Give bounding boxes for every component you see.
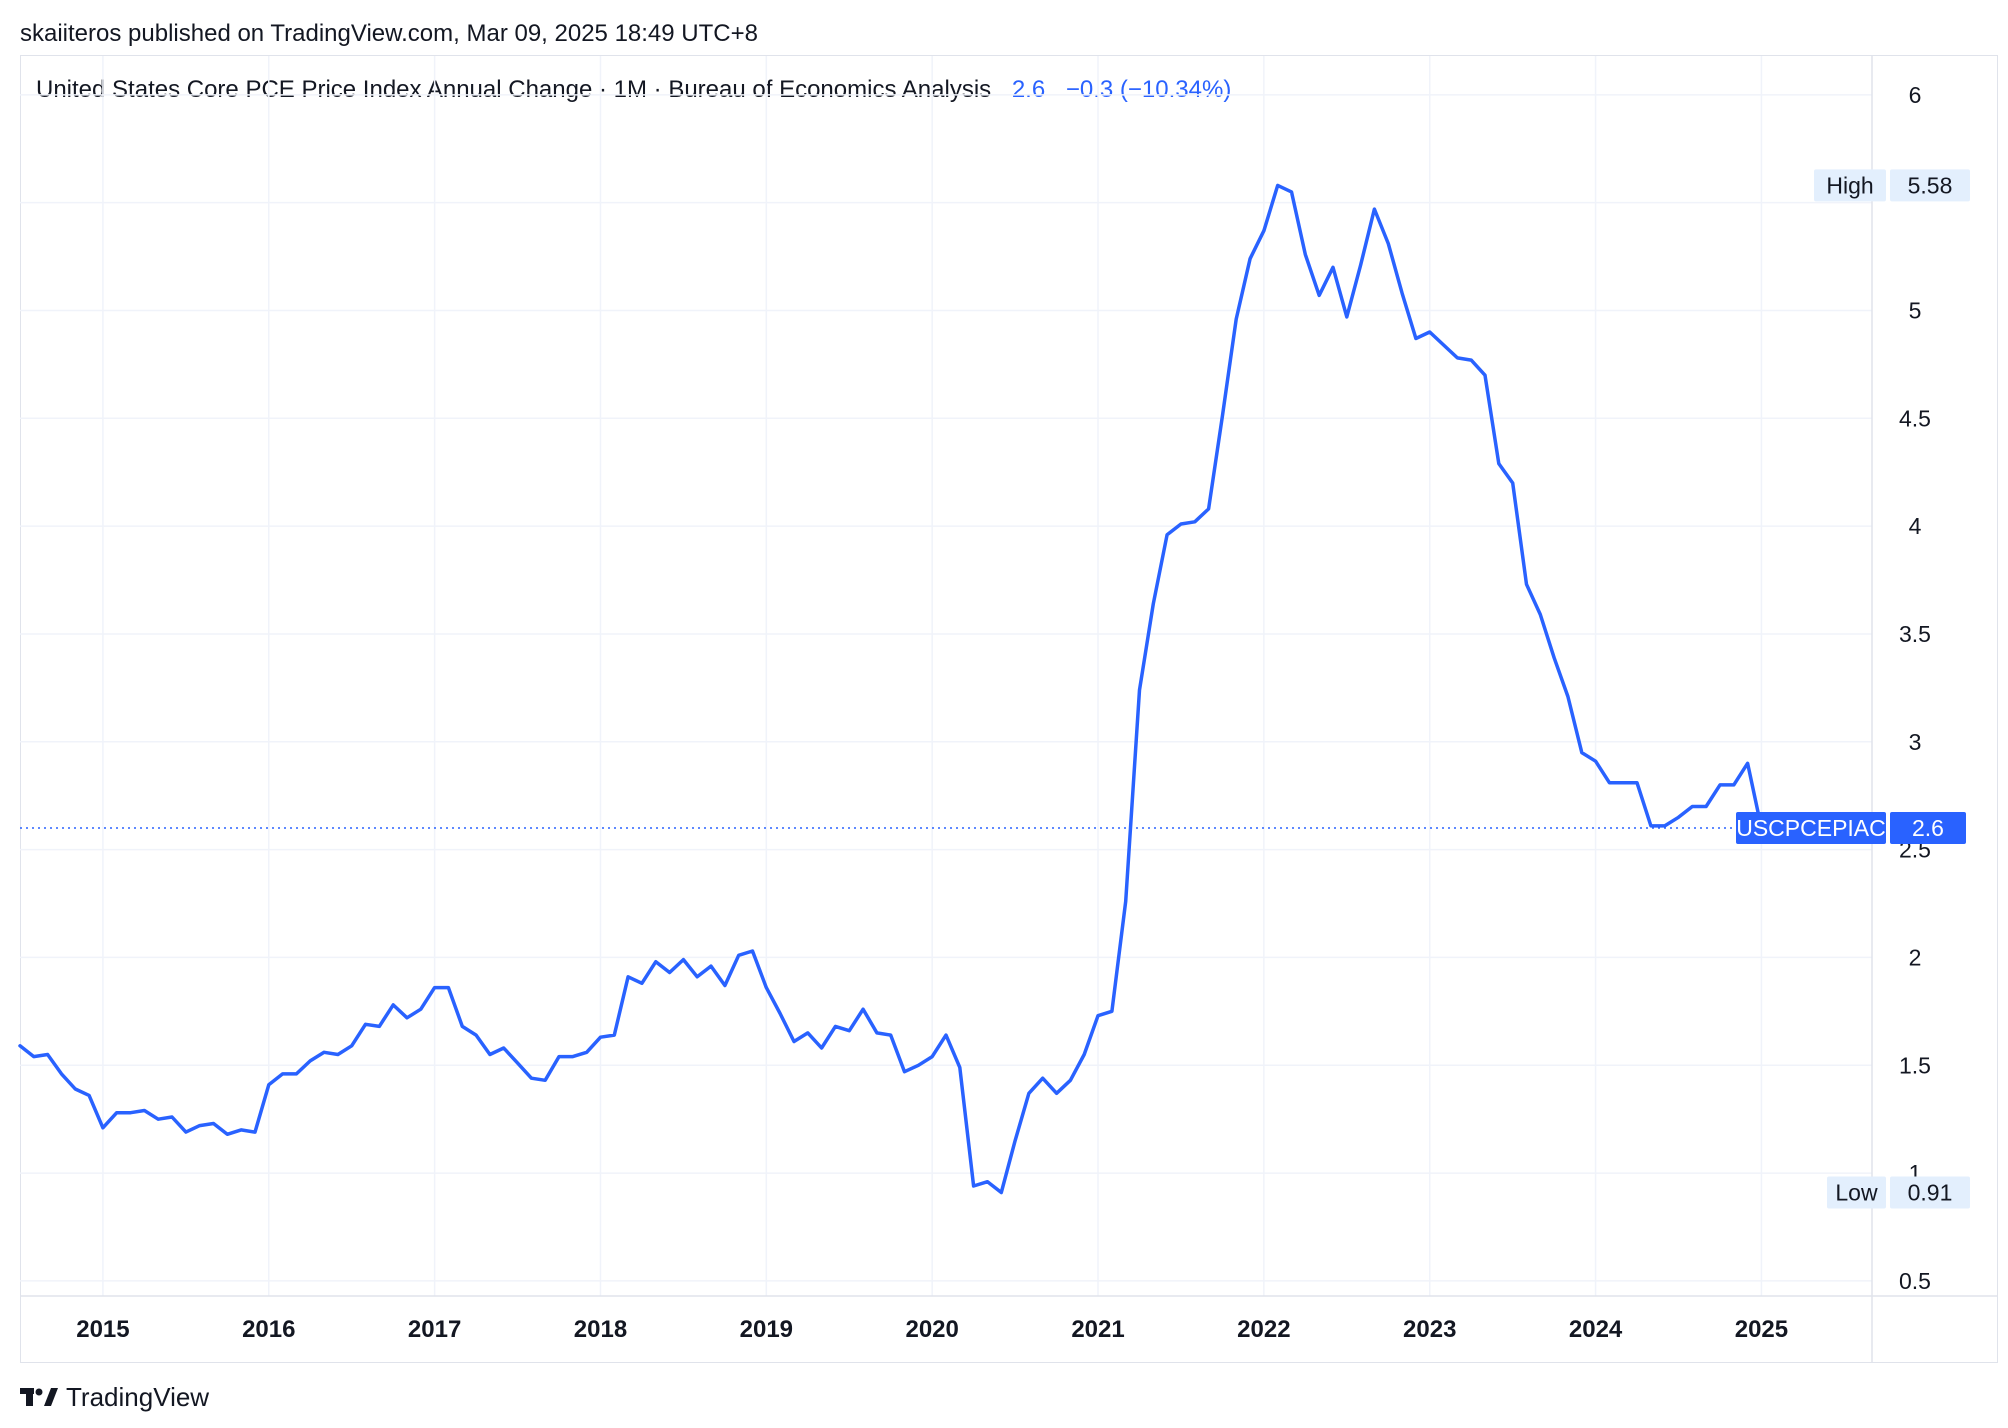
y-tick-label: 2 <box>1909 944 1922 970</box>
x-tick-label: 2023 <box>1403 1316 1456 1343</box>
high-badge-value-bg <box>1890 169 1970 202</box>
last-value-badge-label-bg <box>1736 812 1886 845</box>
y-tick-label: 3.5 <box>1899 621 1931 647</box>
y-tick-label: 4.5 <box>1899 405 1931 431</box>
legend-last-value: 2.6 <box>1011 76 1046 103</box>
x-tick-label: 2021 <box>1071 1316 1124 1343</box>
low-badge-value-bg <box>1890 1176 1970 1209</box>
x-tick-label: 2016 <box>242 1316 295 1343</box>
x-tick-label: 2022 <box>1237 1316 1290 1343</box>
last-value-badge-value: 2.6 <box>1912 815 1944 841</box>
y-tick-label: 6 <box>1909 82 1922 108</box>
high-badge-value: 5.58 <box>1908 172 1953 198</box>
last-value-badge-label: USCPCEPIAC <box>1736 815 1886 841</box>
low-badge-value: 0.91 <box>1908 1179 1953 1205</box>
y-tick-label: 5 <box>1909 297 1922 323</box>
x-tick-label: 2024 <box>1569 1316 1623 1343</box>
legend-title: United States Core PCE Price Index Annua… <box>36 76 992 103</box>
chart-legend: United States Core PCE Price Index Annua… <box>36 76 1231 104</box>
x-tick-label: 2020 <box>905 1316 958 1343</box>
x-tick-label: 2017 <box>408 1316 461 1343</box>
y-tick-label: 0.5 <box>1899 1268 1931 1294</box>
y-tick-label: 1.5 <box>1899 1052 1931 1078</box>
high-badge-label: High <box>1826 172 1873 198</box>
last-value-badge-value-bg <box>1890 812 1966 845</box>
low-badge-label: Low <box>1835 1179 1878 1205</box>
series-line[interactable] <box>18 183 1764 1195</box>
publish-info: skaiiteros published on TradingView.com,… <box>20 20 758 47</box>
low-badge-label-bg <box>1827 1176 1886 1209</box>
high-badge-label-bg <box>1814 169 1886 202</box>
x-tick-label: 2019 <box>740 1316 793 1343</box>
x-tick-label: 2018 <box>574 1316 627 1343</box>
y-tick-label: 3 <box>1909 729 1922 755</box>
x-tick-label: 2015 <box>76 1316 129 1343</box>
y-tick-label: 4 <box>1909 513 1922 539</box>
x-tick-label: 2025 <box>1735 1316 1788 1343</box>
footer-brand[interactable]: TradingView <box>20 1382 209 1413</box>
tradingview-logo-icon <box>20 1387 58 1406</box>
chart-frame <box>20 55 1998 1363</box>
legend-change: −0.3 (−10.34%) <box>1065 76 1232 103</box>
footer-brand-label: TradingView <box>66 1382 210 1412</box>
